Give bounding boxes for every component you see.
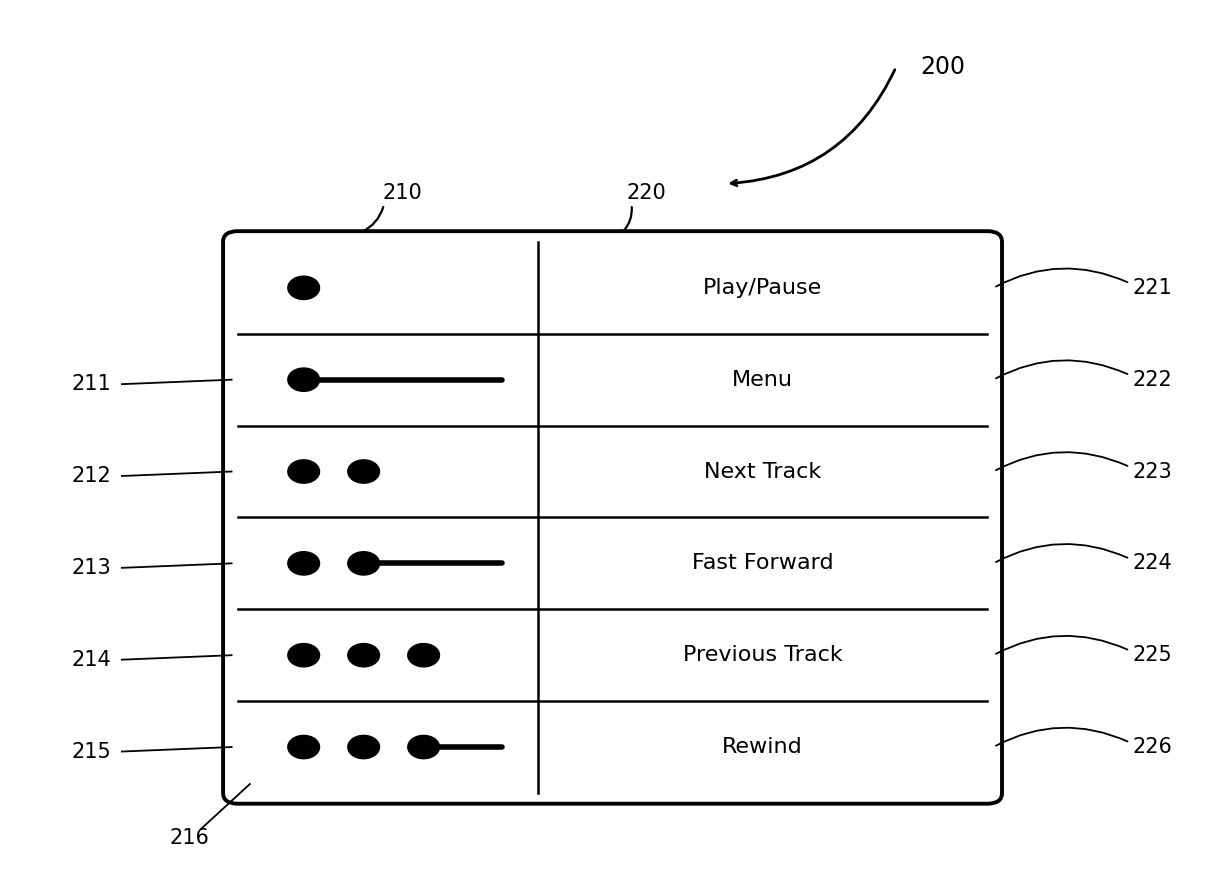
Text: Play/Pause: Play/Pause [703,278,822,297]
FancyBboxPatch shape [223,231,1002,804]
Circle shape [347,736,379,759]
Text: 211: 211 [72,375,111,394]
Text: 212: 212 [72,466,111,486]
Text: Fast Forward: Fast Forward [691,554,834,573]
Text: 226: 226 [1132,737,1171,757]
Circle shape [408,643,440,667]
Text: Next Track: Next Track [703,461,822,481]
Text: 213: 213 [72,558,111,578]
Text: 221: 221 [1132,278,1171,297]
Text: 223: 223 [1132,461,1171,481]
Text: 222: 222 [1132,370,1171,390]
Text: 224: 224 [1132,554,1171,573]
Text: 200: 200 [920,56,965,79]
Text: 216: 216 [169,828,208,848]
Text: 214: 214 [72,650,111,669]
Text: Rewind: Rewind [722,737,803,757]
Circle shape [288,736,319,759]
Circle shape [347,643,379,667]
Text: 215: 215 [72,742,111,762]
Text: Previous Track: Previous Track [683,645,842,665]
Circle shape [408,736,440,759]
Circle shape [288,552,319,575]
Text: Menu: Menu [731,370,794,390]
Circle shape [347,552,379,575]
Circle shape [288,368,319,392]
Text: 220: 220 [627,183,666,202]
Circle shape [288,460,319,483]
Text: 225: 225 [1132,645,1171,665]
Circle shape [288,643,319,667]
Circle shape [288,276,319,299]
Circle shape [347,460,379,483]
Text: 210: 210 [383,183,422,202]
